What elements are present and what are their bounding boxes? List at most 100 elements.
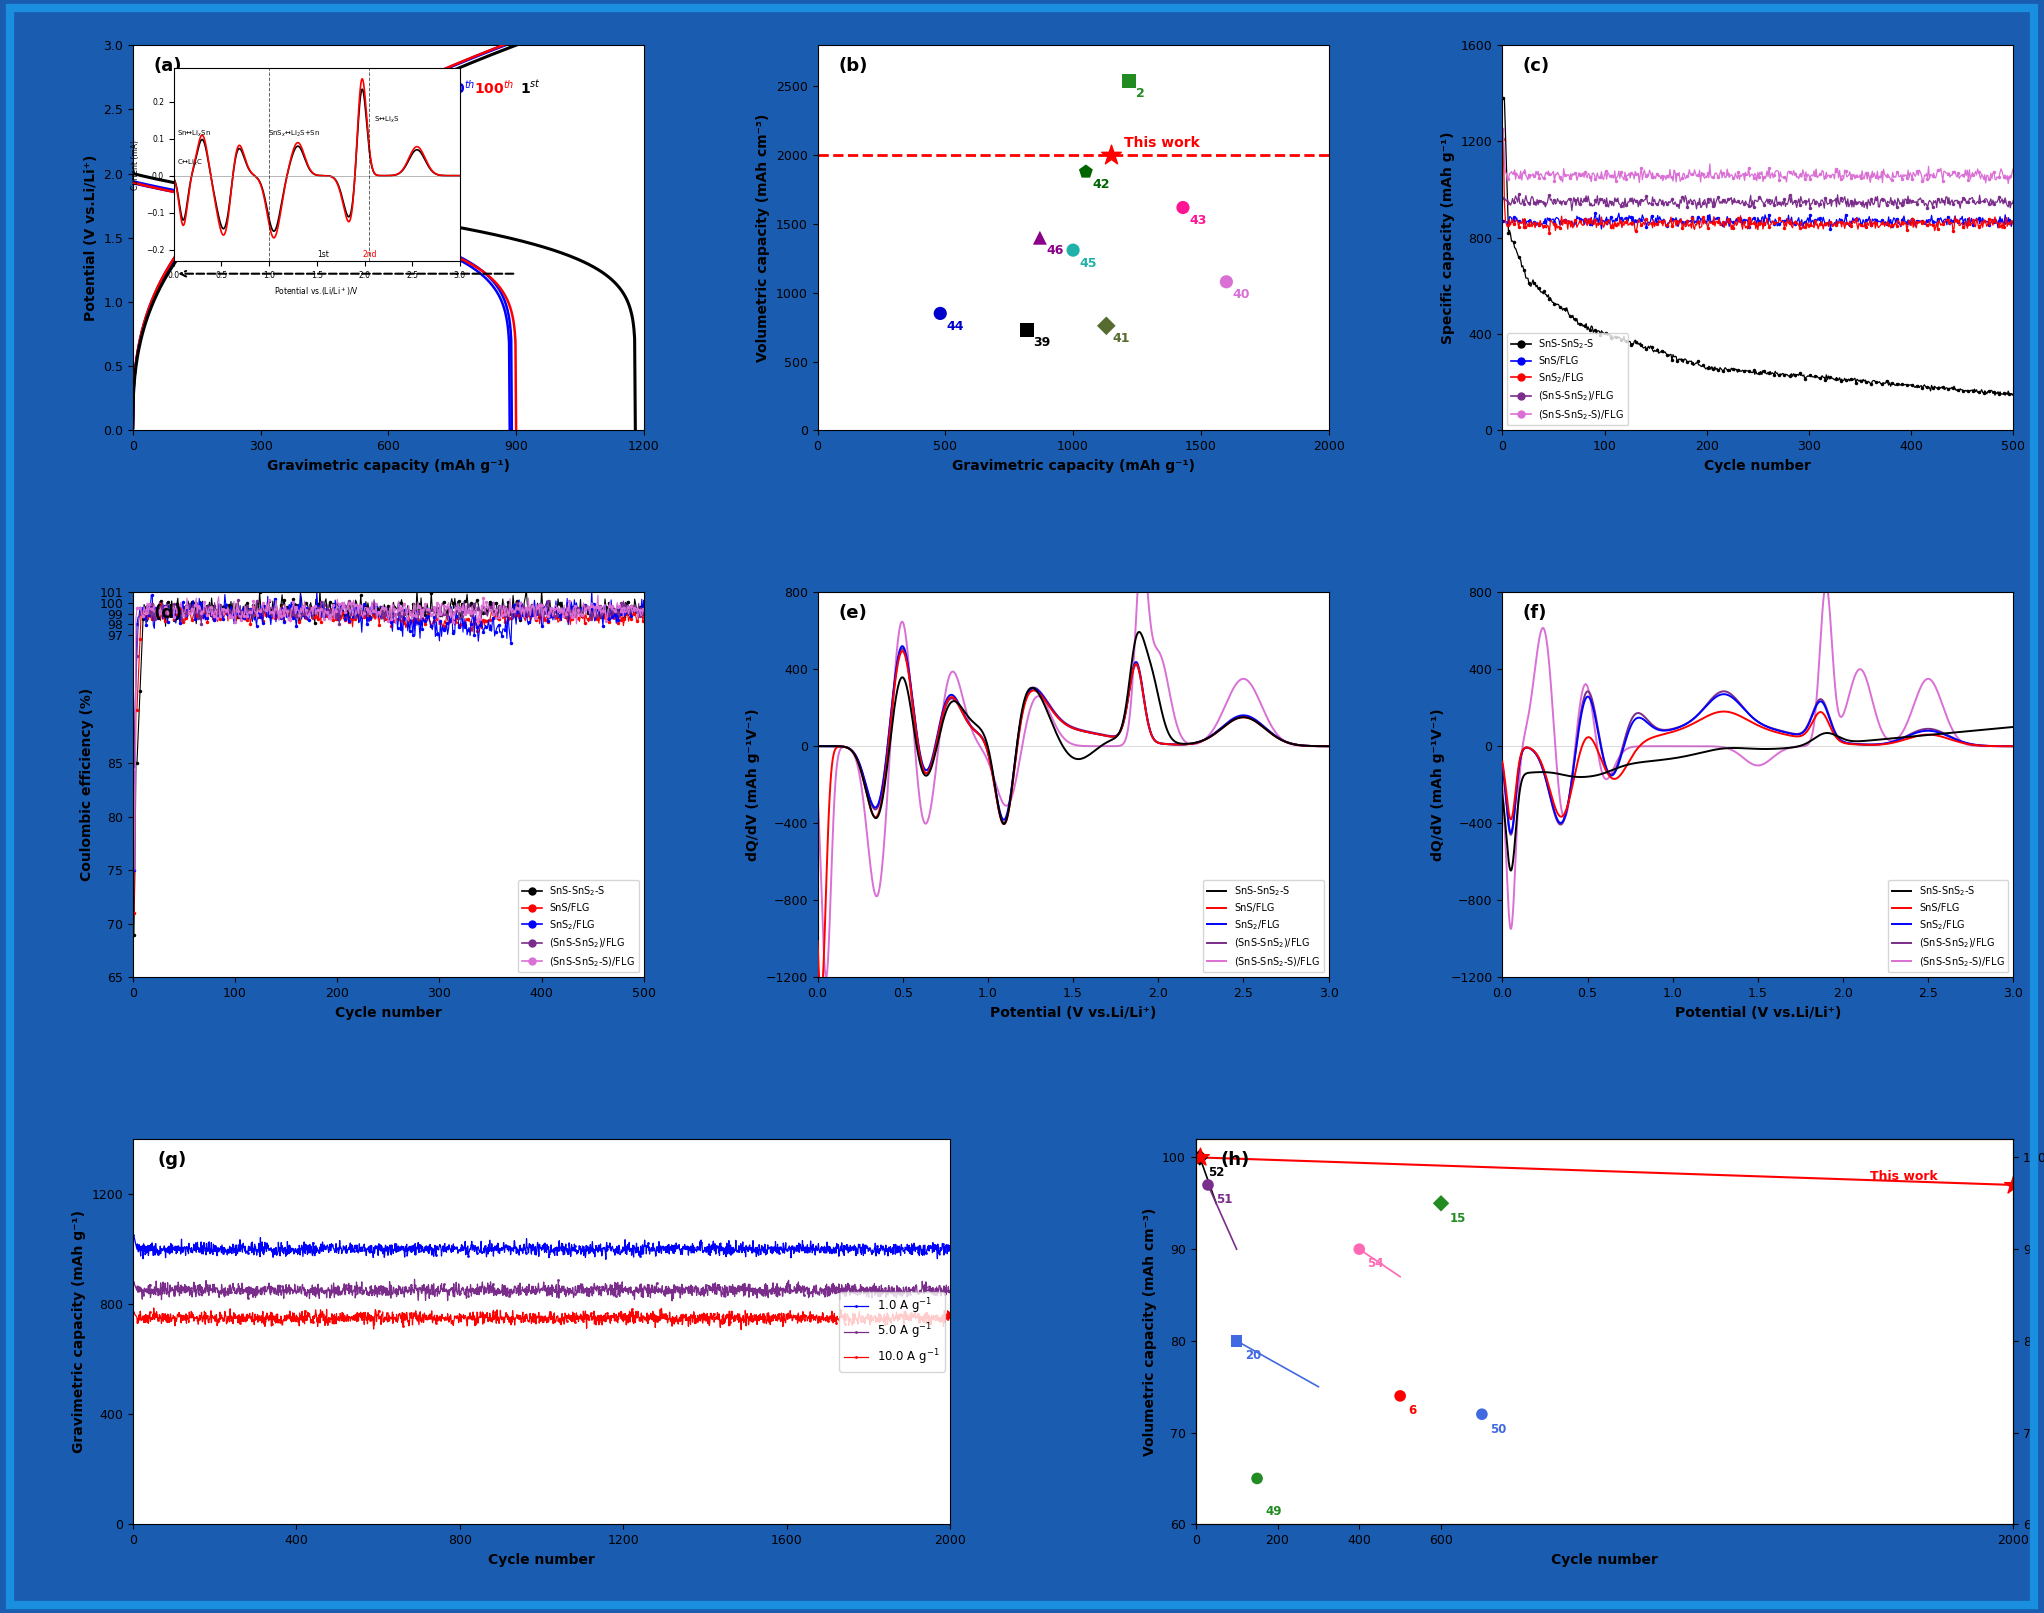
Text: 50: 50 (1490, 1423, 1506, 1436)
5.0 A g$^{-1}$ (164, 1284, 188, 1303)
Text: 43: 43 (1190, 215, 1206, 227)
X-axis label: Gravimetric capacity (mAh g⁻¹): Gravimetric capacity (mAh g⁻¹) (268, 458, 509, 473)
5.0 A g$^{-1}$ (916, 1281, 940, 1300)
Text: (g): (g) (157, 1150, 186, 1169)
10.0 A g$^{-1}$ (497, 1311, 521, 1331)
Text: 40: 40 (1233, 289, 1251, 302)
10.0 A g$^{-1}$ (764, 1311, 789, 1331)
Point (1997, 1173, 2030, 1198)
Text: 39: 39 (1034, 337, 1051, 350)
Point (924, 300, 957, 326)
X-axis label: Cycle number: Cycle number (335, 1005, 442, 1019)
Point (1096, 142, 1128, 168)
Legend: SnS-SnS$_2$-S, SnS/FLG, SnS$_2$/FLG, (SnS-SnS$_2$)/FLG, (SnS-SnS$_2$-S)/FLG: SnS-SnS$_2$-S, SnS/FLG, SnS$_2$/FLG, (Sn… (1506, 334, 1627, 426)
Text: 15: 15 (1449, 1211, 1466, 1224)
Legend: SnS-SnS$_2$-S, SnS/FLG, SnS$_2$/FLG, (SnS-SnS$_2$)/FLG, (SnS-SnS$_2$-S)/FLG: SnS-SnS$_2$-S, SnS/FLG, SnS$_2$/FLG, (Sn… (519, 881, 640, 973)
1.0 A g$^{-1}$ (121, 1226, 145, 1245)
Text: 100$^{th}$: 100$^{th}$ (474, 79, 513, 97)
Line: 5.0 A g$^{-1}$: 5.0 A g$^{-1}$ (133, 1277, 953, 1302)
1.0 A g$^{-1}$ (938, 1240, 963, 1260)
Legend: 1.0 A g$^{-1}$, 5.0 A g$^{-1}$, 10.0 A g$^{-1}$: 1.0 A g$^{-1}$, 5.0 A g$^{-1}$, 10.0 A g… (840, 1292, 944, 1371)
X-axis label: Gravimetric capacity (mAh g⁻¹): Gravimetric capacity (mAh g⁻¹) (953, 458, 1194, 473)
Text: (h): (h) (1220, 1150, 1249, 1169)
Text: 42: 42 (1091, 177, 1110, 192)
Point (1010, 318, 1042, 344)
Text: 52: 52 (1208, 1166, 1224, 1179)
1.0 A g$^{-1}$ (764, 1240, 789, 1260)
Point (1192, 1173, 1224, 1198)
1.0 A g$^{-1}$ (164, 1237, 188, 1257)
X-axis label: Potential (V vs.Li/Li⁺): Potential (V vs.Li/Li⁺) (1674, 1005, 1842, 1019)
Point (1384, 1382, 1416, 1408)
10.0 A g$^{-1}$ (730, 1319, 754, 1339)
5.0 A g$^{-1}$ (519, 1284, 544, 1303)
Point (1220, 1327, 1253, 1353)
10.0 A g$^{-1}$ (916, 1303, 940, 1323)
5.0 A g$^{-1}$ (938, 1284, 963, 1303)
Text: (e): (e) (838, 603, 867, 621)
Point (1057, 237, 1089, 263)
Text: 46: 46 (1047, 244, 1063, 256)
5.0 A g$^{-1}$ (660, 1290, 685, 1310)
Text: 20: 20 (1245, 1348, 1261, 1363)
Text: 200$^{th}$: 200$^{th}$ (435, 79, 476, 97)
Y-axis label: Gravimetric capacity (mAh g⁻¹): Gravimetric capacity (mAh g⁻¹) (72, 1210, 86, 1453)
10.0 A g$^{-1}$ (938, 1310, 963, 1329)
5.0 A g$^{-1}$ (497, 1287, 521, 1307)
Line: 1.0 A g$^{-1}$: 1.0 A g$^{-1}$ (133, 1234, 953, 1261)
Legend: SnS-SnS$_2$-S, SnS/FLG, SnS$_2$/FLG, (SnS-SnS$_2$)/FLG, (SnS-SnS$_2$-S)/FLG: SnS-SnS$_2$-S, SnS/FLG, SnS$_2$/FLG, (Sn… (1204, 881, 1325, 973)
Point (1069, 158, 1102, 184)
Y-axis label: dQ/dV (mAh g⁻¹V⁻¹): dQ/dV (mAh g⁻¹V⁻¹) (1431, 708, 1445, 861)
Text: 45: 45 (1079, 256, 1098, 269)
Legend: SnS-SnS$_2$-S, SnS/FLG, SnS$_2$/FLG, (SnS-SnS$_2$)/FLG, (SnS-SnS$_2$-S)/FLG: SnS-SnS$_2$-S, SnS/FLG, SnS$_2$/FLG, (Sn… (1889, 881, 2009, 973)
Y-axis label: Coulombic efficiency (%): Coulombic efficiency (%) (80, 689, 94, 881)
Y-axis label: Volumetric capacity (mAh cm⁻³): Volumetric capacity (mAh cm⁻³) (1143, 1208, 1157, 1457)
5.0 A g$^{-1}$ (916, 1281, 940, 1300)
Point (1210, 269, 1243, 295)
Point (1183, 1145, 1216, 1171)
Text: (f): (f) (1523, 603, 1547, 621)
Point (1343, 1236, 1376, 1261)
X-axis label: Potential (V vs.Li/Li⁺): Potential (V vs.Li/Li⁺) (989, 1005, 1157, 1019)
Text: (a): (a) (153, 56, 182, 74)
Point (1167, 195, 1200, 221)
Text: 49: 49 (1265, 1505, 1282, 1518)
5.0 A g$^{-1}$ (121, 1273, 145, 1292)
Point (1241, 1466, 1273, 1492)
Text: 44: 44 (946, 319, 965, 332)
Text: 54: 54 (1367, 1258, 1384, 1271)
Point (1024, 224, 1057, 250)
1.0 A g$^{-1}$ (519, 1236, 544, 1255)
Text: 500$^{th}$: 500$^{th}$ (397, 79, 437, 97)
10.0 A g$^{-1}$ (121, 1303, 145, 1323)
Text: This work: This work (1124, 135, 1200, 150)
Point (1089, 313, 1122, 339)
1.0 A g$^{-1}$ (916, 1239, 940, 1258)
Y-axis label: Potential (V vs.Li/Li⁺): Potential (V vs.Li/Li⁺) (84, 155, 98, 321)
1.0 A g$^{-1}$ (914, 1240, 938, 1260)
X-axis label: Cycle number: Cycle number (1705, 458, 1811, 473)
10.0 A g$^{-1}$ (519, 1307, 544, 1326)
5.0 A g$^{-1}$ (764, 1287, 789, 1307)
Text: (b): (b) (838, 56, 867, 74)
1.0 A g$^{-1}$ (593, 1250, 617, 1269)
10.0 A g$^{-1}$ (141, 1298, 166, 1318)
Text: This work: This work (1870, 1171, 1938, 1184)
Text: (d): (d) (153, 603, 182, 621)
5.0 A g$^{-1}$ (403, 1269, 427, 1289)
10.0 A g$^{-1}$ (916, 1305, 940, 1324)
Text: (c): (c) (1523, 56, 1549, 74)
Point (1466, 1402, 1498, 1428)
10.0 A g$^{-1}$ (164, 1311, 188, 1331)
Line: 10.0 A g$^{-1}$: 10.0 A g$^{-1}$ (133, 1307, 953, 1331)
Text: 6: 6 (1408, 1405, 1416, 1418)
Text: 51: 51 (1216, 1194, 1233, 1207)
Text: 1$^{st}$: 1$^{st}$ (521, 79, 542, 97)
Y-axis label: Specific capacity (mAh g⁻¹): Specific capacity (mAh g⁻¹) (1441, 132, 1455, 344)
X-axis label: Cycle number: Cycle number (1551, 1553, 1658, 1566)
Point (1183, 1145, 1216, 1171)
Text: 2: 2 (1136, 87, 1145, 100)
Point (1112, 68, 1145, 94)
Y-axis label: dQ/dV (mAh g⁻¹V⁻¹): dQ/dV (mAh g⁻¹V⁻¹) (746, 708, 760, 861)
Y-axis label: Volumetric capacity (mAh cm⁻³): Volumetric capacity (mAh cm⁻³) (756, 113, 771, 361)
